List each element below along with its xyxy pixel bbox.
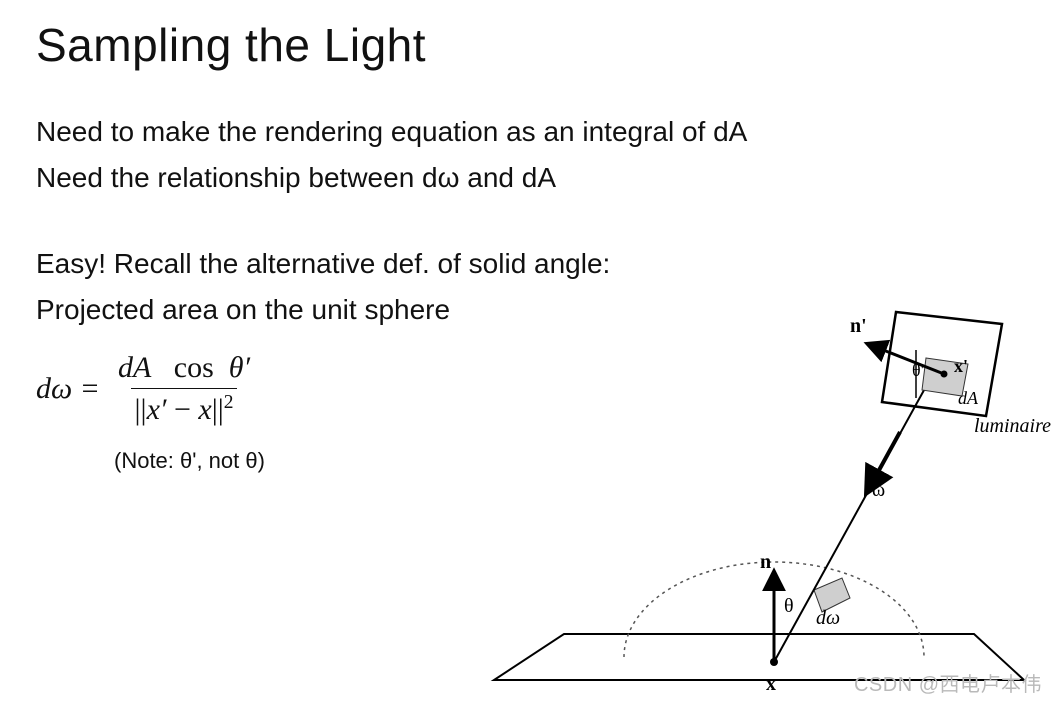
den-normL: ||	[135, 393, 147, 426]
solid-angle-diagram: x n θ dω ω x' dA luminaire n' θ'	[464, 272, 1064, 702]
label-omega: ω	[872, 479, 885, 501]
den-x: x	[198, 393, 211, 426]
num-cos: cos	[174, 351, 214, 384]
num-theta: θ′	[229, 351, 250, 384]
den-exp: 2	[224, 392, 234, 413]
formula-fraction: dA cos θ′ ||x′ − x||2	[114, 350, 254, 428]
den-xp: x′	[147, 393, 167, 426]
label-n: n	[760, 551, 771, 573]
label-domega: dω	[816, 607, 840, 629]
slide-title: Sampling the Light	[36, 18, 1028, 72]
label-theta: θ	[784, 595, 794, 617]
label-xprime: x'	[954, 356, 968, 376]
label-luminaire: luminaire	[974, 415, 1051, 437]
label-x: x	[766, 673, 776, 695]
label-thetaprime: θ'	[912, 360, 924, 380]
body-line-2: Need the relationship between dω and dA	[36, 162, 1028, 194]
label-nprime: n'	[850, 315, 867, 337]
body-line-1: Need to make the rendering equation as a…	[36, 116, 1028, 148]
formula-lhs: dω =	[36, 372, 100, 406]
den-minus: −	[166, 393, 198, 426]
den-normR: ||	[212, 393, 224, 426]
label-dA: dA	[958, 388, 979, 408]
num-dA: dA	[118, 351, 151, 384]
